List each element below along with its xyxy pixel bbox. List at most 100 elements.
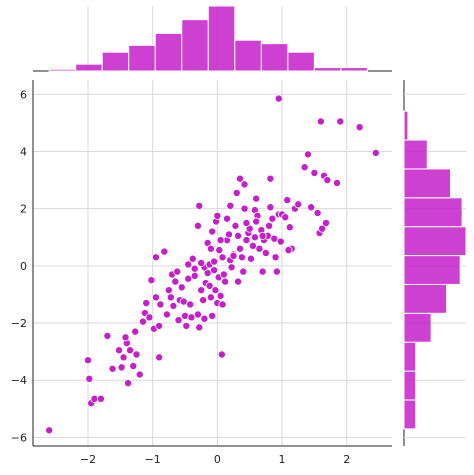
x-marginal-bar (207, 5, 236, 72)
scatter-point (173, 267, 182, 276)
scatter-point (210, 257, 219, 266)
y-marginal-bar (403, 283, 448, 314)
scatter-point (252, 217, 261, 226)
scatter-point (208, 311, 217, 320)
y-tick-label: −4 (11, 374, 27, 387)
scatter-point (318, 224, 327, 233)
scatter-point (294, 200, 303, 209)
scatter-point (151, 293, 160, 302)
scatter-point (316, 117, 325, 126)
x-marginal-bar (154, 32, 183, 72)
y-tick-labels: −6 −4 −2 0 2 4 6 (11, 88, 27, 444)
scatter-point (213, 211, 222, 220)
scatter-point (239, 267, 248, 276)
x-marginal-bar (234, 39, 262, 72)
scatter-point (117, 363, 126, 372)
scatter-point (276, 237, 285, 246)
scatter-point (190, 264, 199, 273)
x-tick-label: −2 (80, 453, 96, 466)
y-marginal-bar (403, 341, 417, 372)
scatter-point (138, 317, 147, 326)
scatter-point (246, 254, 255, 263)
y-tick-label: 2 (20, 203, 27, 216)
scatter-point (131, 327, 140, 336)
scatter-point (124, 379, 133, 388)
scatter-point (272, 267, 281, 276)
scatter-point (182, 321, 191, 330)
scatter-point (83, 356, 92, 365)
y-marginal-bar (403, 255, 461, 285)
scatter-point (303, 150, 312, 159)
scatter-point (265, 221, 274, 230)
y-tick-label: 4 (20, 145, 27, 158)
scatter-point (205, 281, 214, 290)
scatter-point (274, 94, 283, 103)
scatter-point (171, 277, 180, 286)
scatter-point (217, 350, 226, 359)
x-tick-label: 2 (343, 453, 350, 466)
y-tick-label: 0 (20, 260, 27, 273)
scatter-point (300, 163, 309, 172)
x-marginal-bar (313, 67, 342, 72)
scatter-point (261, 248, 270, 257)
scatter-point (216, 236, 225, 245)
x-marginal-bar (128, 44, 156, 72)
scatter-point (355, 123, 364, 132)
scatter-point (218, 253, 227, 262)
scatter-point (258, 231, 267, 240)
scatter-point (224, 230, 233, 239)
scatter-point (219, 270, 228, 279)
x-tick-label: −1 (145, 453, 161, 466)
x-marginal-bar (75, 63, 103, 72)
scatter-point (240, 204, 249, 213)
scatter-point (96, 394, 105, 403)
scatter-point (164, 286, 173, 295)
scatter-point (129, 361, 138, 370)
scatter-point (310, 168, 319, 177)
scatter-point (231, 221, 240, 230)
axes (32, 80, 392, 447)
scatter-point (193, 221, 202, 230)
scatter-point (313, 208, 322, 217)
scatter-point (255, 244, 264, 253)
scatter-point (186, 300, 195, 309)
scatter-point (266, 203, 275, 212)
scatter-point (250, 233, 259, 242)
scatter-point (179, 297, 188, 306)
scatter-point (281, 213, 290, 222)
scatter-point (85, 374, 94, 383)
scatter-point (285, 223, 294, 232)
scatter-point (266, 174, 275, 183)
scatter-point (371, 148, 380, 157)
x-tick-label: 1 (279, 453, 286, 466)
scatter-point (200, 314, 209, 323)
x-tick-label: 0 (214, 453, 221, 466)
scatter-point (232, 188, 241, 197)
scatter-point (248, 241, 257, 250)
scatter-point (242, 218, 251, 227)
x-marginal-histogram (33, 5, 392, 72)
x-tick-labels: −2 −1 0 1 2 (80, 453, 350, 466)
scatter-point (132, 350, 141, 359)
scatter-point (151, 253, 160, 262)
scatter-point (208, 227, 217, 236)
scatter-point (227, 263, 236, 272)
x-marginal-bar (48, 68, 77, 72)
x-marginal-bar (260, 43, 289, 72)
scatter-point (199, 296, 208, 305)
scatter-point (195, 201, 204, 210)
y-tick-label: −2 (11, 317, 27, 330)
scatter-point (234, 231, 243, 240)
scatter-point (162, 310, 171, 319)
scatter-point (195, 323, 204, 332)
scatter-point (333, 178, 342, 187)
scatter-point (221, 277, 230, 286)
scatter-point (147, 276, 156, 285)
scatter-point (197, 258, 206, 267)
scatter-point (218, 300, 227, 309)
y-tick-label: 6 (20, 88, 27, 101)
scatter-point (215, 246, 224, 255)
y-marginal-bar (403, 110, 409, 141)
scatter-point (103, 331, 112, 340)
